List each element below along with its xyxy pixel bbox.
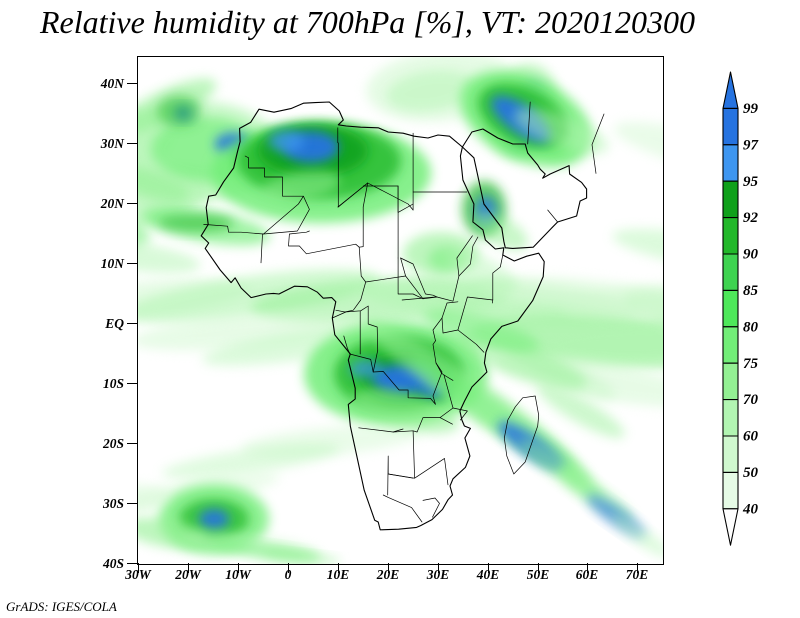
- svg-text:75: 75: [743, 356, 759, 372]
- svg-text:92: 92: [743, 210, 759, 226]
- svg-text:50: 50: [743, 465, 759, 481]
- svg-text:97: 97: [743, 138, 759, 154]
- svg-text:40: 40: [742, 501, 759, 517]
- svg-text:70: 70: [743, 392, 759, 408]
- svg-text:95: 95: [743, 174, 759, 190]
- svg-text:90: 90: [743, 247, 759, 263]
- svg-text:80: 80: [743, 319, 759, 335]
- svg-text:99: 99: [743, 101, 759, 117]
- svg-text:85: 85: [743, 283, 759, 299]
- svg-text:60: 60: [743, 429, 759, 445]
